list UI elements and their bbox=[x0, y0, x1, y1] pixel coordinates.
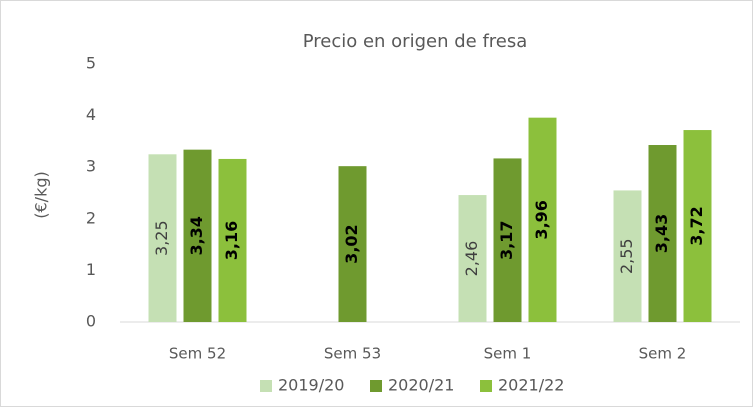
data-label: 3,17 bbox=[497, 220, 516, 259]
legend-swatch bbox=[480, 380, 492, 392]
legend-swatch bbox=[260, 380, 272, 392]
bar bbox=[338, 166, 367, 322]
bar bbox=[648, 145, 677, 322]
y-tick-label: 3 bbox=[86, 157, 96, 176]
bar bbox=[493, 158, 522, 322]
data-label: 3,72 bbox=[687, 206, 706, 245]
y-tick-label: 0 bbox=[86, 312, 96, 331]
legend-label: 2020/21 bbox=[388, 376, 454, 395]
data-label: 3,96 bbox=[532, 200, 551, 239]
y-tick-label: 1 bbox=[86, 260, 96, 279]
y-axis-label: (€/kg) bbox=[32, 171, 51, 218]
legend-label: 2021/22 bbox=[498, 376, 564, 395]
chart-title: Precio en origen de fresa bbox=[303, 31, 528, 52]
data-label: 3,25 bbox=[152, 220, 171, 256]
y-tick-label: 4 bbox=[86, 105, 96, 124]
y-tick-label: 5 bbox=[86, 54, 96, 73]
bar bbox=[183, 149, 212, 322]
data-label: 3,43 bbox=[652, 214, 671, 253]
x-tick-label: Sem 1 bbox=[484, 345, 532, 363]
legend-swatch bbox=[370, 380, 382, 392]
data-label: 3,16 bbox=[222, 221, 241, 260]
x-tick-label: Sem 2 bbox=[639, 345, 687, 363]
bar bbox=[148, 154, 177, 322]
legend-label: 2019/20 bbox=[278, 376, 344, 395]
data-label: 3,02 bbox=[342, 224, 361, 263]
data-label: 3,34 bbox=[187, 216, 206, 255]
data-label: 2,46 bbox=[462, 241, 481, 277]
bar bbox=[683, 130, 712, 322]
x-tick-label: Sem 53 bbox=[324, 345, 381, 363]
bar bbox=[218, 158, 247, 322]
bar bbox=[458, 195, 487, 322]
bar bbox=[613, 190, 642, 322]
data-label: 2,55 bbox=[617, 238, 636, 274]
bar bbox=[528, 117, 557, 322]
y-tick-label: 2 bbox=[86, 208, 96, 227]
x-tick-label: Sem 52 bbox=[169, 345, 226, 363]
